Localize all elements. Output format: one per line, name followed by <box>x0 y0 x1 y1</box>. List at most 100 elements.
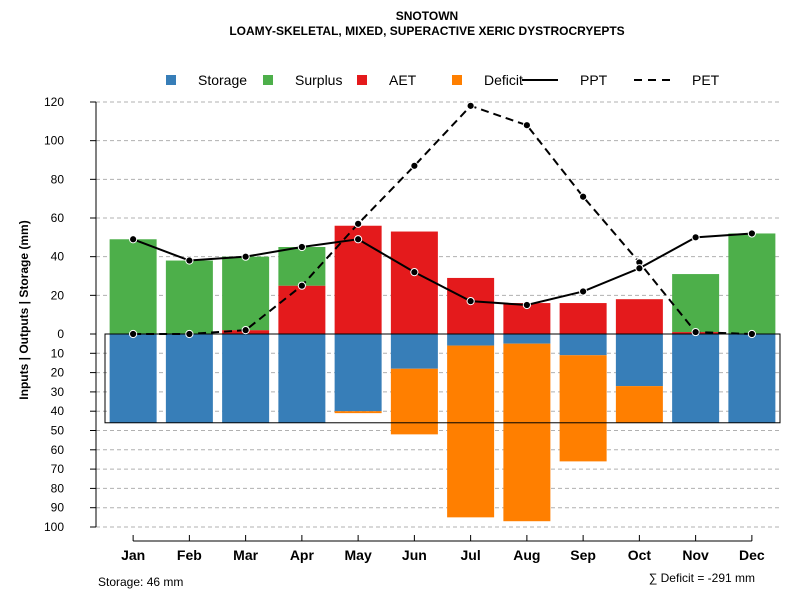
y-tick-label: 40 <box>51 404 65 418</box>
pet-point <box>747 329 756 339</box>
legend-label: Surplus <box>295 72 342 88</box>
y-tick-label: 80 <box>51 481 65 495</box>
x-tick-label: Jun <box>402 547 427 563</box>
aet-bar <box>447 277 495 334</box>
legend-label: PET <box>692 72 720 88</box>
y-axis-label: Inputs | Outputs | Storage (mm) <box>17 220 31 399</box>
y-tick-label: 80 <box>51 172 65 186</box>
legend-swatch <box>166 75 176 85</box>
aet-bar <box>334 225 382 334</box>
ppt-point <box>466 297 475 306</box>
y-tick-label: 100 <box>44 520 64 534</box>
y-tick-label: 70 <box>51 462 65 476</box>
storage-bar <box>222 334 270 423</box>
deficit-bar <box>503 343 551 522</box>
legend-label: Storage <box>198 72 247 88</box>
surplus-bar <box>222 256 270 331</box>
y-tick-label: 60 <box>51 443 65 457</box>
pet-point <box>129 329 138 339</box>
storage-bar <box>109 334 157 423</box>
chart-title: SNOTOWN <box>396 9 458 23</box>
surplus-bar <box>672 274 720 333</box>
storage-bar <box>728 334 776 423</box>
y-tick-label: 90 <box>51 501 65 515</box>
series-lines <box>129 101 756 339</box>
x-tick-label: Sep <box>570 547 596 563</box>
surplus-bar <box>109 239 157 334</box>
y-tick-label: 50 <box>51 424 65 438</box>
ppt-point <box>410 268 419 277</box>
pet-point <box>354 219 363 228</box>
x-tick-label: Jan <box>121 547 145 563</box>
legend-label: Deficit <box>484 72 523 88</box>
aet-bar <box>278 285 326 334</box>
y-tick-label: 30 <box>51 385 65 399</box>
storage-bar <box>615 334 663 387</box>
legend-swatch <box>452 75 462 85</box>
pet-point <box>297 281 306 290</box>
y-tick-label: 120 <box>44 95 64 109</box>
surplus-bar <box>728 233 776 334</box>
x-tick-label: Apr <box>290 547 315 563</box>
pet-point <box>185 329 194 339</box>
x-tick-label: Mar <box>233 547 258 563</box>
aet-bar <box>390 231 438 334</box>
deficit-bar <box>559 355 607 462</box>
legend-label: PPT <box>580 72 608 88</box>
y-tick-label: 40 <box>51 250 65 264</box>
pet-point <box>579 192 588 201</box>
deficit-sum: ∑ Deficit = -291 mm <box>649 571 755 585</box>
y-tick-label: 100 <box>44 134 64 148</box>
axes: 120 100 80 60 40 20 0 10 20 30 40 50 60 70 80 90 100 Jan F… <box>44 95 765 563</box>
storage-bar <box>390 334 438 369</box>
deficit-bar <box>334 411 382 414</box>
x-tick-label: Feb <box>177 547 202 563</box>
surplus-bar <box>165 260 213 334</box>
y-tick-label: 0 <box>57 327 64 341</box>
storage-bar <box>278 334 326 423</box>
pet-point <box>466 101 475 110</box>
storage-bar <box>559 334 607 356</box>
pet-point <box>410 161 419 170</box>
ppt-point <box>747 229 756 238</box>
ppt-point <box>129 235 138 244</box>
y-tick-label: 20 <box>51 366 65 380</box>
x-tick-label: May <box>345 547 372 563</box>
legend-label: AET <box>389 72 417 88</box>
pet-line <box>133 104 752 335</box>
y-tick-label: 10 <box>51 346 65 360</box>
ppt-point <box>691 233 700 242</box>
storage-note: Storage: 46 mm <box>98 575 183 589</box>
chart-subtitle: LOAMY-SKELETAL, MIXED, SUPERACTIVE XERIC… <box>229 24 624 38</box>
x-tick-label: Oct <box>628 547 652 563</box>
legend-swatch <box>263 75 273 85</box>
ppt-point <box>522 300 531 310</box>
y-tick-label: 20 <box>51 288 65 302</box>
deficit-bar <box>615 386 663 423</box>
deficit-bar <box>447 345 495 518</box>
ppt-point <box>297 242 306 252</box>
storage-bar <box>165 334 213 423</box>
pet-point <box>522 121 531 130</box>
x-tick-label: Nov <box>682 547 709 563</box>
deficit-bar <box>390 368 438 435</box>
ppt-line <box>132 232 752 307</box>
pet-point <box>241 326 250 335</box>
storage-bar <box>503 334 551 344</box>
storage-bar <box>334 334 382 412</box>
ppt-point <box>579 287 588 296</box>
storage-frame <box>104 333 781 424</box>
ppt-point <box>241 252 250 261</box>
ppt-point <box>185 256 194 265</box>
bars <box>109 225 776 522</box>
legend-swatch <box>357 75 367 85</box>
ppt-point <box>635 264 644 273</box>
legend: Storage Surplus AET Deficit PPT PET <box>166 72 720 88</box>
pet-point <box>691 327 700 337</box>
y-tick-label: 60 <box>51 211 65 225</box>
storage-capacity-box <box>104 333 781 424</box>
surplus-bar <box>278 247 326 286</box>
storage-bar <box>447 334 495 346</box>
storage-bar <box>672 334 720 423</box>
